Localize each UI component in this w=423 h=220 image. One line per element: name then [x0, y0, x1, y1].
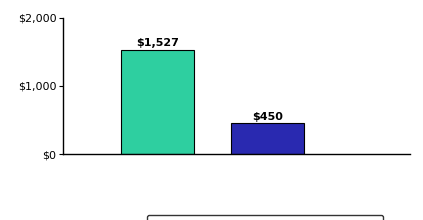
Text: $1,527: $1,527	[136, 38, 179, 48]
Legend: Privately Insured Monthly Benefit Payment, Medicaid Waiver Monthly Benefit Payme: Privately Insured Monthly Benefit Paymen…	[147, 215, 383, 220]
Bar	[231, 123, 304, 154]
Text: $450: $450	[252, 112, 283, 122]
Bar	[121, 50, 194, 154]
